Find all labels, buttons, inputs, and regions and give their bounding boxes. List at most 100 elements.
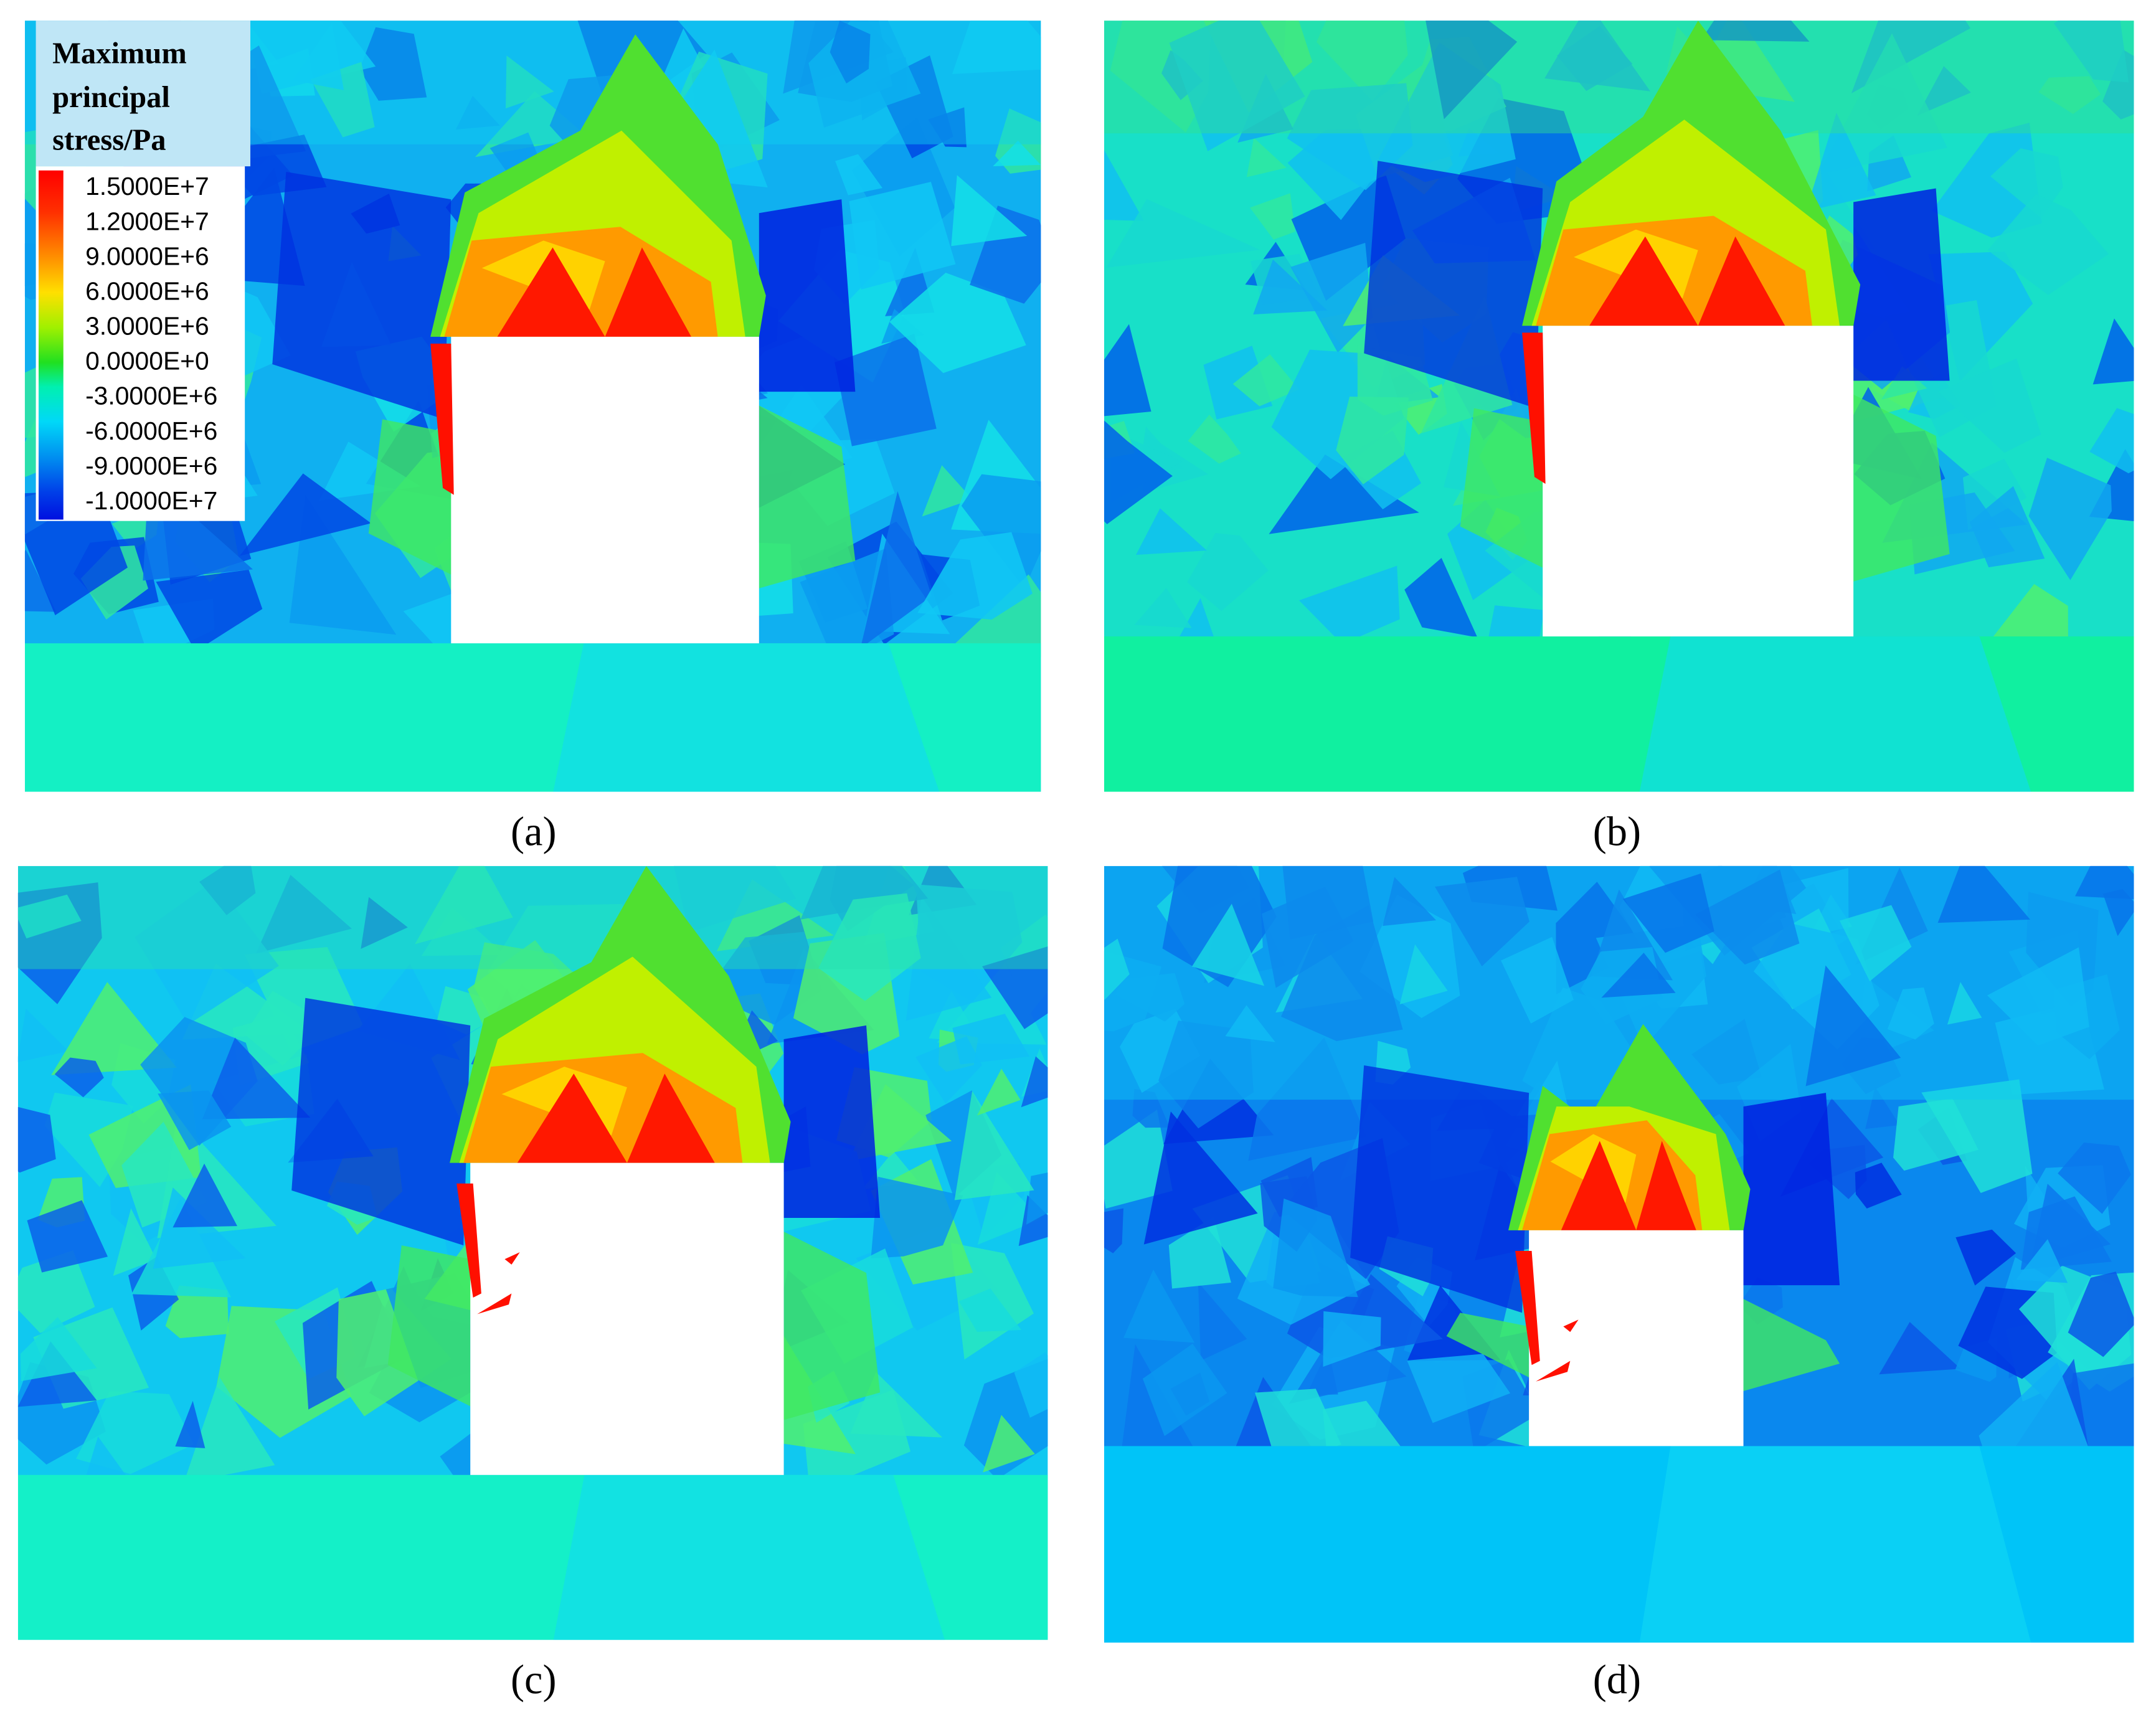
mesh-cell <box>1269 455 1419 534</box>
side-zone <box>1743 1299 1840 1392</box>
legend-box <box>35 166 245 521</box>
mesh-cell <box>2075 865 2134 900</box>
mesh-cell <box>2089 408 2134 474</box>
panel: (c) <box>17 865 1048 1703</box>
top-layer <box>1104 865 2134 1100</box>
contour-plot <box>1104 21 2134 792</box>
legend-label: 0.0000E+0 <box>85 347 209 375</box>
mesh-cell <box>928 107 967 148</box>
mesh-cell <box>1021 1056 1048 1108</box>
mesh-cell <box>1937 358 2041 453</box>
mesh-cell <box>2102 889 2134 936</box>
side-zone <box>1350 1065 1530 1313</box>
legend-label: 1.5000E+7 <box>85 172 209 200</box>
mesh-cell <box>1104 324 1151 417</box>
side-zone <box>759 199 856 392</box>
mesh-cell <box>1601 953 1676 998</box>
mesh-cell <box>153 1187 246 1269</box>
tension-zone <box>504 1252 520 1265</box>
mesh-cell <box>1407 1354 1511 1423</box>
mesh-cell <box>835 154 883 196</box>
mesh-cell <box>421 907 505 956</box>
opening <box>451 336 759 644</box>
side-zone <box>291 997 471 1246</box>
mesh-cell <box>1143 1111 1258 1245</box>
mesh-cell <box>27 1200 108 1273</box>
floor-band-shade <box>1639 1446 2031 1643</box>
side-zone <box>783 1232 881 1420</box>
legend-label: 9.0000E+6 <box>85 242 209 270</box>
mesh-cell <box>1805 965 1901 1087</box>
mesh-cell <box>1136 508 1207 555</box>
mesh-cell <box>976 1068 1021 1116</box>
mesh-cell <box>1104 1208 1123 1253</box>
mesh-cell <box>830 21 871 84</box>
mesh-cell <box>1104 420 1173 524</box>
arch-peak <box>1589 236 1698 326</box>
mesh-cell <box>54 1057 104 1098</box>
legend-label: -6.0000E+6 <box>85 417 217 445</box>
side-zone <box>1460 408 1543 568</box>
mesh-cell <box>961 474 1041 589</box>
mesh-cell <box>1225 1005 1275 1042</box>
mesh-cell <box>1399 944 1448 1004</box>
side-zone <box>1743 1093 1840 1286</box>
mesh-cell <box>1336 397 1409 484</box>
mesh-cell <box>1142 1344 1227 1436</box>
mesh-cell <box>1839 905 1912 981</box>
legend-label: 3.0000E+6 <box>85 312 209 341</box>
mesh-cell <box>506 55 554 109</box>
mesh-cell <box>1106 199 1260 268</box>
mesh-cell <box>1104 149 1144 221</box>
mesh-cell <box>1695 869 1800 965</box>
mesh-cell <box>2092 318 2134 385</box>
mesh-cell <box>1191 903 1265 986</box>
mesh-cell <box>455 95 500 130</box>
tension-zone <box>430 343 454 495</box>
mesh-cell <box>17 894 82 939</box>
mesh-cell <box>173 1163 237 1228</box>
mesh-cell <box>1937 865 2030 923</box>
mesh-cell <box>952 21 1041 74</box>
mesh-cell <box>199 865 256 915</box>
opening <box>470 1162 784 1475</box>
mesh-cell <box>2015 1239 2068 1283</box>
mesh-cell <box>1805 113 1876 212</box>
legend-title: stress/Pa <box>52 123 166 157</box>
mesh-cell <box>2054 21 2129 83</box>
mesh-cell <box>849 181 956 290</box>
mesh-cell <box>889 272 1026 374</box>
mesh-cell <box>51 982 177 1075</box>
side-zone <box>1446 1313 1530 1378</box>
mesh-cell <box>1855 1162 1902 1209</box>
mesh-cell <box>256 875 352 954</box>
mesh-cell <box>1691 1019 1762 1085</box>
side-zone <box>387 1245 471 1407</box>
top-layer <box>17 865 1048 969</box>
mesh-cell <box>489 132 538 179</box>
mesh-cell <box>1253 259 1328 314</box>
mesh-cell <box>1426 21 1518 120</box>
mesh-cell <box>1887 988 1934 1040</box>
mesh-cell <box>1158 1021 1254 1129</box>
mesh-cell <box>2068 1271 2134 1357</box>
mesh-cell <box>184 1377 275 1483</box>
mesh-cell <box>1168 1216 1231 1289</box>
arch-peak <box>497 247 605 337</box>
mesh-cell <box>17 1106 56 1173</box>
mesh-cell <box>17 1250 95 1333</box>
arch-peak <box>1561 1141 1637 1230</box>
legend: Maximum principal stress/Pa 1.5000E+7 1.2… <box>35 21 250 521</box>
mesh-cell <box>1282 865 1374 940</box>
mesh-cell <box>970 205 1041 304</box>
mesh-cell <box>1323 1311 1381 1367</box>
mesh-cell <box>239 473 371 556</box>
mesh-cell <box>1198 1282 1247 1361</box>
mesh-cell <box>1132 1088 1170 1128</box>
mesh-cell <box>1246 138 1287 177</box>
mesh-cell <box>1232 354 1300 407</box>
arch-peak <box>605 247 692 337</box>
floor-band-shade <box>553 643 940 792</box>
